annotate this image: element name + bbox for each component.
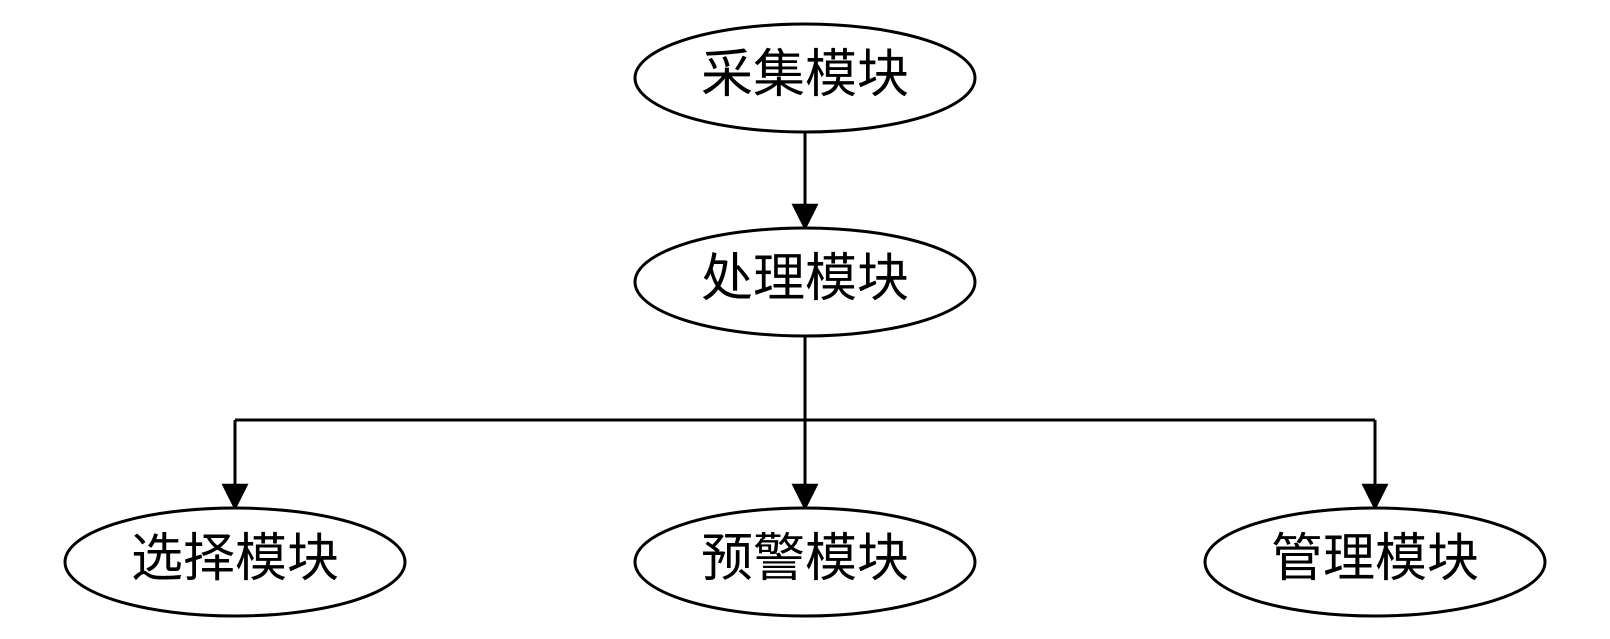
node-manage: 管理模块 — [1205, 508, 1545, 616]
flowchart-diagram: 采集模块处理模块选择模块 预警模块 管理模块 — [0, 0, 1610, 639]
node-select: 选择模块 — [65, 508, 405, 616]
node-warn: 预警模块 — [635, 508, 975, 616]
node-label-collect: 采集模块 — [701, 47, 909, 104]
node-process: 处理模块 — [635, 228, 975, 336]
node-label-manage: 管理模块 — [1271, 531, 1479, 588]
node-label-select: 选择模块 — [131, 531, 339, 588]
node-label-process: 处理模块 — [701, 251, 909, 308]
node-collect: 采集模块 — [635, 24, 975, 132]
node-label-warn: 预警模块 — [701, 531, 909, 588]
